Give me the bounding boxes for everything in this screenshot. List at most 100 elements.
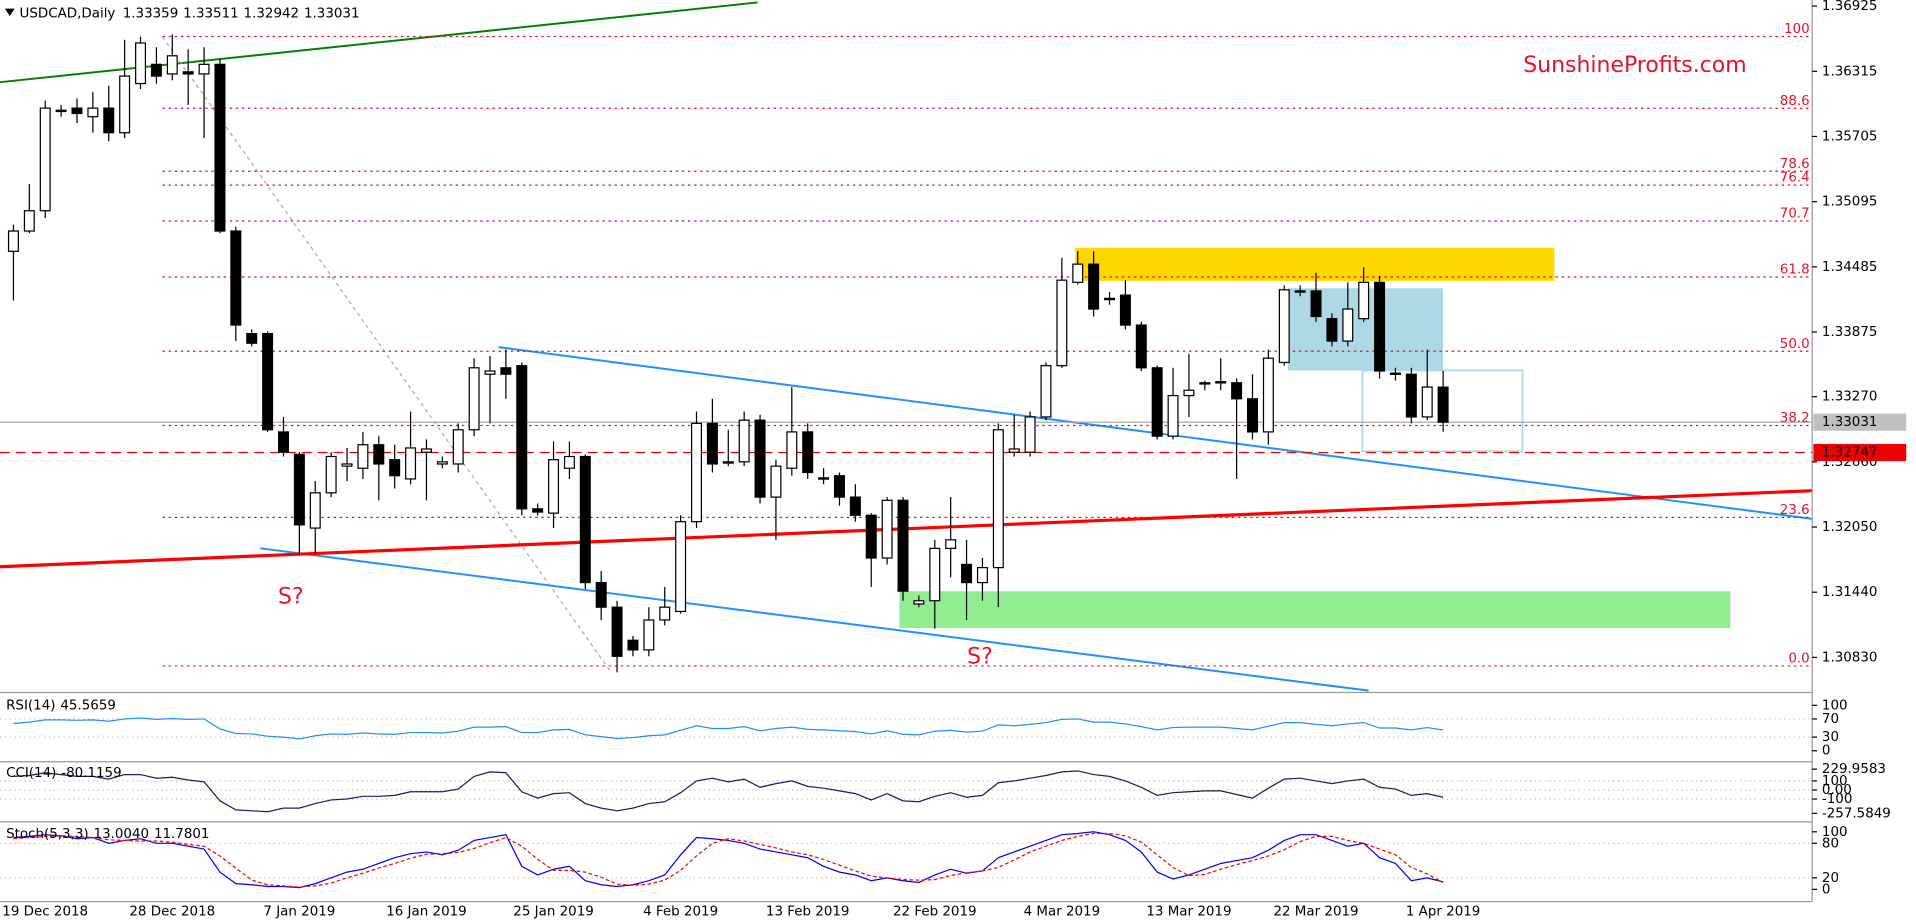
chart-title: USDCAD,Daily	[20, 6, 116, 21]
indicator-header: Stoch(5,3,3) 13.0040 11.7801	[6, 827, 209, 842]
candle-body	[627, 639, 639, 651]
candle-body	[1405, 373, 1417, 418]
candle-body	[214, 63, 226, 232]
candle-body	[563, 455, 575, 469]
candle-body	[532, 508, 544, 513]
candle-body	[373, 444, 385, 465]
candle-body	[325, 455, 337, 494]
y-tick-label: 1.36315	[1822, 64, 1878, 79]
candle-body	[198, 63, 210, 75]
indicator-tick-label: 100	[1822, 774, 1848, 789]
fib-label: 38.2	[1780, 411, 1810, 426]
candle-body	[1104, 297, 1116, 301]
indicator-tick-label: 70	[1822, 712, 1839, 727]
fib-label: 76.4	[1780, 171, 1810, 186]
indicator-tick-label: 30	[1822, 730, 1839, 745]
fib-label: 88.6	[1780, 94, 1810, 109]
candle-body	[1358, 281, 1370, 320]
indicator-header: RSI(14) 45.5659	[6, 698, 116, 713]
candle-body	[659, 606, 671, 621]
indicator-line	[13, 770, 1444, 813]
candle-body	[865, 514, 877, 559]
candle-body	[1310, 290, 1322, 318]
candle-body	[754, 419, 766, 498]
close-readout: 1.33031	[304, 6, 360, 21]
candle-body	[262, 332, 274, 431]
y-tick-label: 1.35095	[1822, 195, 1878, 210]
current-price-tag	[1813, 413, 1907, 431]
fib-label: 100	[1784, 22, 1810, 37]
candle-body	[1167, 394, 1179, 437]
candle-body	[706, 422, 718, 465]
candle-body	[548, 459, 560, 514]
candle-body	[1088, 263, 1100, 310]
candle-body	[293, 453, 305, 526]
candle-body	[1326, 318, 1338, 342]
indicator-line	[13, 717, 1444, 740]
high-readout: 1.33511	[183, 6, 239, 21]
candle-body	[945, 539, 957, 550]
candle-body	[691, 422, 703, 523]
candle-body	[961, 563, 973, 584]
indicator-line	[13, 832, 1444, 888]
candle-body	[833, 475, 845, 498]
candle-body	[341, 463, 353, 467]
fib-label: 0.0	[1788, 652, 1809, 667]
candle-body	[23, 210, 35, 232]
indicator-tick-label: -257.5849	[1822, 806, 1891, 821]
x-tick-label: 16 Jan 2019	[386, 904, 467, 919]
candle-body	[71, 107, 83, 115]
channel-lower	[260, 547, 1369, 692]
candle-body	[1294, 290, 1306, 293]
indicator-readout: 45.5659	[60, 698, 116, 713]
fib-label: 61.8	[1780, 263, 1810, 278]
projection-zone	[1361, 369, 1524, 453]
candle-body	[1199, 382, 1211, 385]
indicator-line	[13, 831, 1444, 889]
watermark: SunshineProfits.com	[1523, 53, 1746, 78]
x-tick-label: 25 Jan 2019	[513, 904, 594, 919]
fib-label: 50.0	[1780, 337, 1810, 352]
indicator-readout: 11.7801	[154, 827, 210, 842]
candle-body	[738, 419, 750, 463]
candle-body	[1342, 308, 1354, 342]
candle-body	[802, 431, 814, 474]
candle-body	[722, 461, 734, 464]
x-tick-label: 28 Dec 2018	[129, 904, 215, 919]
chart-header: USDCAD,Daily 1.33359 1.33511 1.32942 1.33031	[20, 6, 360, 21]
y-tick-label: 1.30830	[1822, 650, 1878, 665]
candle-body	[7, 230, 19, 252]
candle-body	[1056, 279, 1068, 367]
indicator-header: CCI(14) -80.1159	[6, 766, 122, 781]
candle-body	[166, 55, 178, 75]
indicator-tick-label: 80	[1822, 836, 1839, 851]
x-tick-label: 1 Apr 2019	[1406, 904, 1480, 919]
y-tick-label: 1.33875	[1822, 325, 1878, 340]
indicator-name: RSI(14)	[6, 698, 55, 713]
candle-body	[452, 429, 464, 465]
y-tick-label: 1.32050	[1822, 520, 1878, 535]
annotation: S?	[278, 584, 304, 609]
indicator-tick-label: 100	[1822, 825, 1848, 840]
candle-body	[230, 230, 242, 326]
candle-body	[579, 455, 591, 584]
candle-body	[1119, 294, 1131, 326]
candle-body	[436, 461, 448, 465]
x-tick-label: 19 Dec 2018	[2, 904, 88, 919]
candle-body	[913, 600, 925, 605]
candle-body	[1215, 381, 1227, 384]
candle-body	[39, 107, 51, 212]
indicator-tick-label: 229.9583	[1822, 762, 1886, 777]
candle-body	[500, 367, 512, 375]
support-label: 1.32747	[1822, 446, 1878, 461]
candle-body	[1389, 372, 1401, 375]
candle-body	[849, 496, 861, 516]
candle-body	[929, 547, 941, 602]
x-tick-label: 22 Mar 2019	[1273, 904, 1358, 919]
x-tick-label: 4 Mar 2019	[1024, 904, 1101, 919]
candle-body	[1231, 382, 1243, 400]
support-tag	[1813, 443, 1907, 462]
